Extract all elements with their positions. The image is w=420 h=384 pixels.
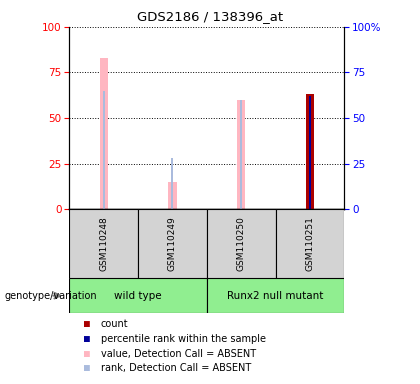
Text: value, Detection Call = ABSENT: value, Detection Call = ABSENT (101, 349, 256, 359)
Text: GSM110250: GSM110250 (237, 217, 246, 271)
Text: percentile rank within the sample: percentile rank within the sample (101, 334, 266, 344)
Bar (100, 58, 108, 209)
Bar (237, 100, 245, 209)
Text: genotype/variation: genotype/variation (4, 291, 97, 301)
Text: ■: ■ (84, 319, 90, 329)
Text: Runx2 null mutant: Runx2 null mutant (228, 291, 324, 301)
Text: GSM110251: GSM110251 (305, 217, 315, 271)
Bar (171, 158, 173, 209)
Bar (309, 96, 311, 209)
Text: GSM110249: GSM110249 (168, 217, 177, 271)
FancyBboxPatch shape (69, 209, 138, 278)
Text: ■: ■ (84, 334, 90, 344)
Bar (102, 91, 105, 209)
FancyBboxPatch shape (276, 209, 344, 278)
FancyBboxPatch shape (138, 209, 207, 278)
Bar (306, 94, 314, 209)
Text: GSM110248: GSM110248 (99, 217, 108, 271)
Text: wild type: wild type (114, 291, 162, 301)
Text: GDS2186 / 138396_at: GDS2186 / 138396_at (137, 10, 283, 23)
Text: rank, Detection Call = ABSENT: rank, Detection Call = ABSENT (101, 363, 251, 373)
FancyBboxPatch shape (207, 278, 344, 313)
Bar (168, 182, 176, 209)
Text: ■: ■ (84, 349, 90, 359)
FancyBboxPatch shape (69, 278, 207, 313)
FancyBboxPatch shape (207, 209, 276, 278)
Text: ■: ■ (84, 363, 90, 373)
Bar (240, 100, 242, 209)
Text: count: count (101, 319, 129, 329)
